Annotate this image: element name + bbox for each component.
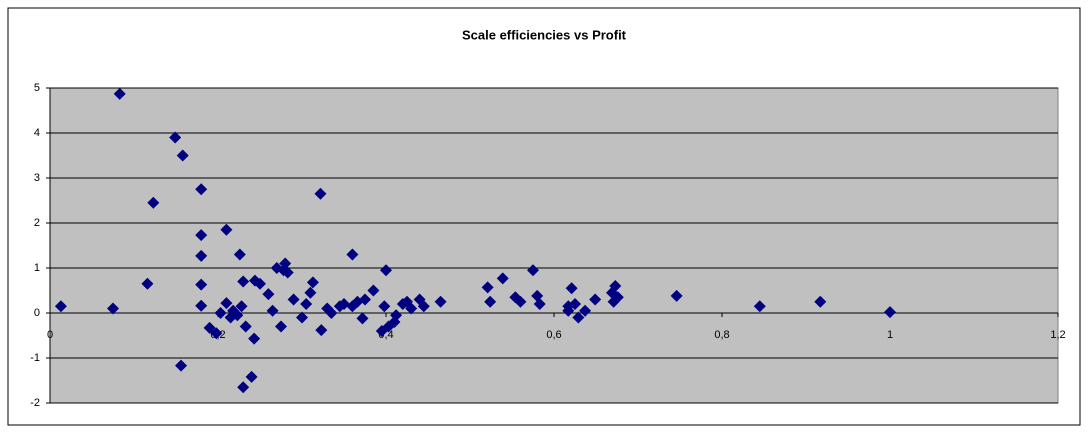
point xyxy=(390,309,403,322)
x-tick-label: 0 xyxy=(47,329,53,341)
point xyxy=(579,304,592,317)
x-tick-label: 0,6 xyxy=(546,329,561,341)
point xyxy=(814,295,827,308)
point xyxy=(359,293,371,306)
point xyxy=(304,286,317,299)
y-tick-label: 2 xyxy=(34,217,40,229)
point xyxy=(113,87,126,100)
point xyxy=(237,381,250,394)
point xyxy=(484,295,497,308)
point xyxy=(325,307,338,319)
point xyxy=(195,299,208,312)
point xyxy=(565,282,578,295)
point xyxy=(569,298,581,310)
point xyxy=(220,223,233,236)
point xyxy=(670,289,683,302)
point xyxy=(107,302,119,315)
point xyxy=(245,370,258,383)
y-tick-label: 4 xyxy=(34,127,40,139)
point xyxy=(514,295,527,308)
x-tick-label: 0,8 xyxy=(714,329,729,341)
y-tick-label: -2 xyxy=(30,397,40,409)
point xyxy=(405,302,418,315)
point xyxy=(214,307,227,319)
point xyxy=(496,272,509,285)
point xyxy=(220,297,233,310)
point xyxy=(346,248,359,261)
point xyxy=(266,304,279,317)
point xyxy=(233,248,246,261)
point xyxy=(296,311,308,324)
point xyxy=(195,278,208,291)
point xyxy=(195,229,208,242)
y-tick-label: 5 xyxy=(34,82,40,94)
x-tick-label: 1,2 xyxy=(1050,329,1065,341)
point xyxy=(611,291,624,304)
point xyxy=(169,131,182,144)
point xyxy=(281,266,294,279)
point xyxy=(306,276,319,289)
point xyxy=(176,149,189,162)
point xyxy=(367,284,380,297)
x-tick-label: 1 xyxy=(887,329,893,341)
point xyxy=(753,300,766,313)
plot-area xyxy=(49,87,1059,404)
point xyxy=(481,281,494,294)
point xyxy=(533,298,546,310)
point xyxy=(141,277,154,290)
y-tick-label: 3 xyxy=(34,172,40,184)
point xyxy=(231,309,244,322)
point xyxy=(235,300,248,313)
y-tick-label: -1 xyxy=(30,352,40,364)
point xyxy=(434,295,447,308)
point xyxy=(356,312,369,325)
point xyxy=(287,293,300,306)
point xyxy=(195,249,208,262)
point xyxy=(527,264,539,277)
chart-title: Scale efficiencies vs Profit xyxy=(462,27,627,42)
point xyxy=(237,275,250,288)
point xyxy=(315,324,328,337)
point xyxy=(275,320,287,333)
point xyxy=(147,196,160,209)
point xyxy=(300,298,313,310)
y-tick-label: 0 xyxy=(34,307,40,319)
point xyxy=(884,306,896,319)
point xyxy=(203,321,216,334)
point xyxy=(248,332,261,345)
point xyxy=(417,300,430,313)
point xyxy=(572,311,585,324)
point xyxy=(54,300,67,313)
point xyxy=(338,298,350,310)
point xyxy=(279,257,292,270)
point xyxy=(175,359,188,372)
point xyxy=(609,280,622,292)
point xyxy=(254,277,266,290)
point xyxy=(239,320,252,333)
point xyxy=(562,304,575,317)
y-tick-label: 1 xyxy=(34,262,40,274)
point xyxy=(314,187,327,200)
point xyxy=(210,327,223,340)
point xyxy=(262,288,275,301)
point xyxy=(380,264,392,277)
point xyxy=(378,300,391,313)
point xyxy=(195,183,208,196)
point xyxy=(589,293,602,306)
